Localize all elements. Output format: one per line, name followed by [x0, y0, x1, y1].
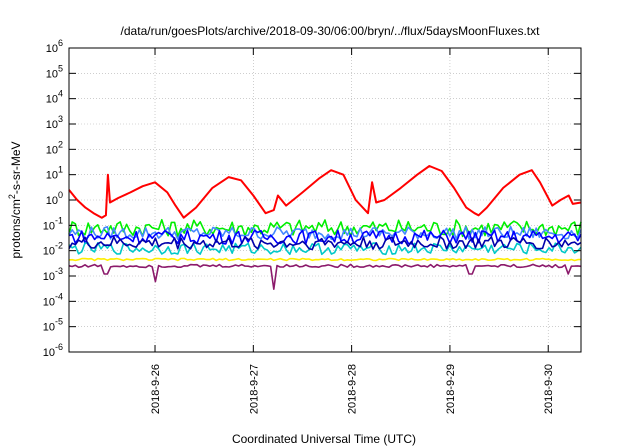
y-tick-label: 10-4	[43, 291, 63, 308]
y-tick-label: 10-1	[43, 215, 63, 232]
series-line-7	[68, 263, 582, 290]
y-tick-label: 101	[46, 165, 63, 182]
y-tick-exp: -6	[55, 342, 63, 352]
y-tick-exp: -2	[55, 241, 63, 251]
y-tick-label: 102	[46, 139, 63, 156]
y-tick-base: 10	[46, 170, 58, 182]
y-tick-label: 103	[46, 114, 63, 131]
y-tick-base: 10	[43, 220, 55, 232]
y-tick-exp: 5	[58, 63, 63, 73]
y-axis-label-sup: 2	[7, 194, 17, 199]
y-tick-base: 10	[46, 119, 58, 131]
y-tick-exp: 6	[58, 38, 63, 48]
series-line-0	[68, 165, 582, 219]
y-tick-label: 106	[46, 38, 63, 55]
x-axis-label: Coordinated Universal Time (UTC)	[232, 432, 416, 446]
y-tick-exp: 2	[58, 139, 63, 149]
y-tick-exp: 3	[58, 114, 63, 124]
series-line-5	[68, 235, 582, 251]
series-line-6	[68, 257, 582, 262]
y-tick-exp: -1	[55, 215, 63, 225]
x-tick-label: 2018-9-30	[543, 364, 555, 414]
y-axis: 10-610-510-410-310-210-11001011021031041…	[43, 38, 581, 359]
y-tick-base: 10	[46, 68, 58, 80]
x-tick-label: 2018-9-29	[445, 364, 457, 414]
y-tick-label: 104	[46, 89, 63, 106]
y-tick-base: 10	[46, 195, 58, 207]
y-tick-exp: -3	[55, 266, 63, 276]
y-axis-label-suffix: -s-sr-MeV	[9, 141, 23, 194]
x-tick-label: 2018-9-27	[248, 364, 260, 414]
x-tick-label: 2018-9-26	[150, 364, 162, 414]
series-line-3	[68, 229, 582, 245]
y-tick-base: 10	[46, 94, 58, 106]
y-tick-base: 10	[46, 43, 58, 55]
series-line-4	[68, 242, 582, 256]
y-tick-base: 10	[46, 144, 58, 156]
y-tick-label: 10-6	[43, 342, 63, 359]
y-tick-label: 10-3	[43, 266, 63, 283]
y-tick-label: 10-5	[43, 317, 63, 334]
series-layer	[68, 165, 582, 290]
y-tick-base: 10	[43, 246, 55, 258]
y-tick-exp: -4	[55, 291, 63, 301]
series-line-1	[68, 218, 582, 238]
x-axis: 2018-9-26 2018-9-27 2018-9-28 2018-9-29 2018…	[150, 48, 555, 414]
y-tick-exp: 1	[58, 165, 63, 175]
x-tick-label: 2018-9-28	[347, 364, 359, 414]
y-tick-base: 10	[43, 296, 55, 308]
y-tick-label: 100	[46, 190, 63, 207]
y-axis-label-prefix: protons/cm	[9, 199, 23, 258]
y-tick-label: 105	[46, 63, 63, 80]
y-tick-base: 10	[43, 271, 55, 283]
grid	[69, 47, 581, 353]
y-tick-base: 10	[43, 347, 55, 359]
chart-title: /data/run/goesPlots/archive/2018-09-30/0…	[121, 24, 541, 38]
y-axis-label: protons/cm2-s-sr-MeV	[7, 141, 23, 258]
y-tick-label: 10-2	[43, 241, 63, 258]
y-tick-base: 10	[43, 322, 55, 334]
y-tick-exp: -5	[55, 317, 63, 327]
y-tick-exp: 0	[58, 190, 63, 200]
series-line-2	[68, 225, 582, 241]
y-tick-exp: 4	[58, 89, 63, 99]
